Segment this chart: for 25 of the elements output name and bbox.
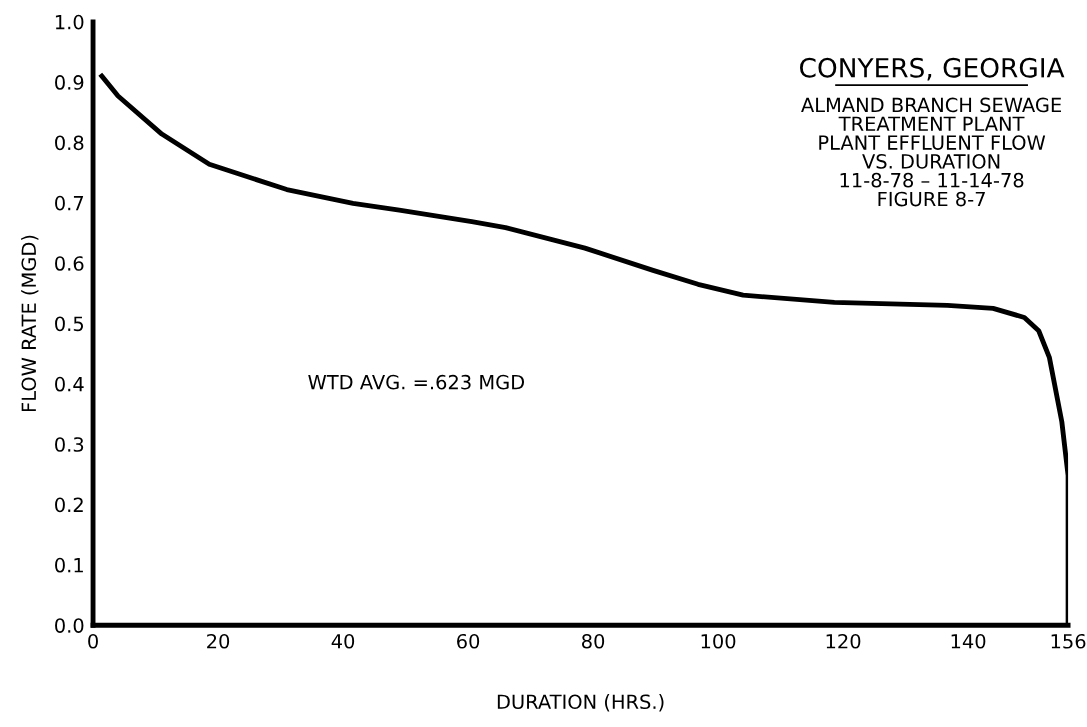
x-tick-label: 20 [207, 633, 230, 649]
x-tick-label: 120 [826, 633, 861, 649]
x-tick-label: 140 [951, 633, 986, 649]
y-tick-label: 0.6 [55, 256, 84, 271]
text: ALMAND BRANCH SEWAGE TREATMENT PLANT PLANT EFFLUENT FLOW VS. DURATION 11-8-78 – 11-14-78 FIGURE 8-7 [801, 97, 1061, 207]
y-tick-label: 0.2 [55, 497, 83, 513]
y-tick-label: 0.0 [55, 618, 84, 633]
y-tick-label: 0.5 [55, 316, 84, 332]
y-tick-label: 0.4 [55, 376, 84, 392]
y-tick-label: 0.9 [55, 75, 84, 90]
y-axis-title: FLOW RATE (MGD) [21, 235, 39, 412]
x-tick-label: 100 [701, 633, 736, 649]
y-tick-label: 0.8 [55, 135, 84, 151]
text: CONYERS, GEORGIA [800, 57, 1065, 81]
y-tick-label: 1.0 [55, 14, 84, 30]
y-tick-label: 0.7 [55, 195, 84, 211]
y-tick-label: 0.3 [55, 437, 84, 452]
x-tick-label: 60 [457, 633, 480, 649]
x-tick-label: 80 [582, 633, 605, 649]
x-tick-label: 156 [1051, 633, 1086, 649]
annotation: WTD AVG. =.623 MGD [308, 374, 525, 390]
x-tick-label: 0 [88, 633, 98, 649]
x-axis-title: DURATION (HRS.) [497, 694, 664, 712]
x-tick-label: 40 [331, 633, 355, 649]
y-tick-label: 0.1 [55, 557, 83, 573]
